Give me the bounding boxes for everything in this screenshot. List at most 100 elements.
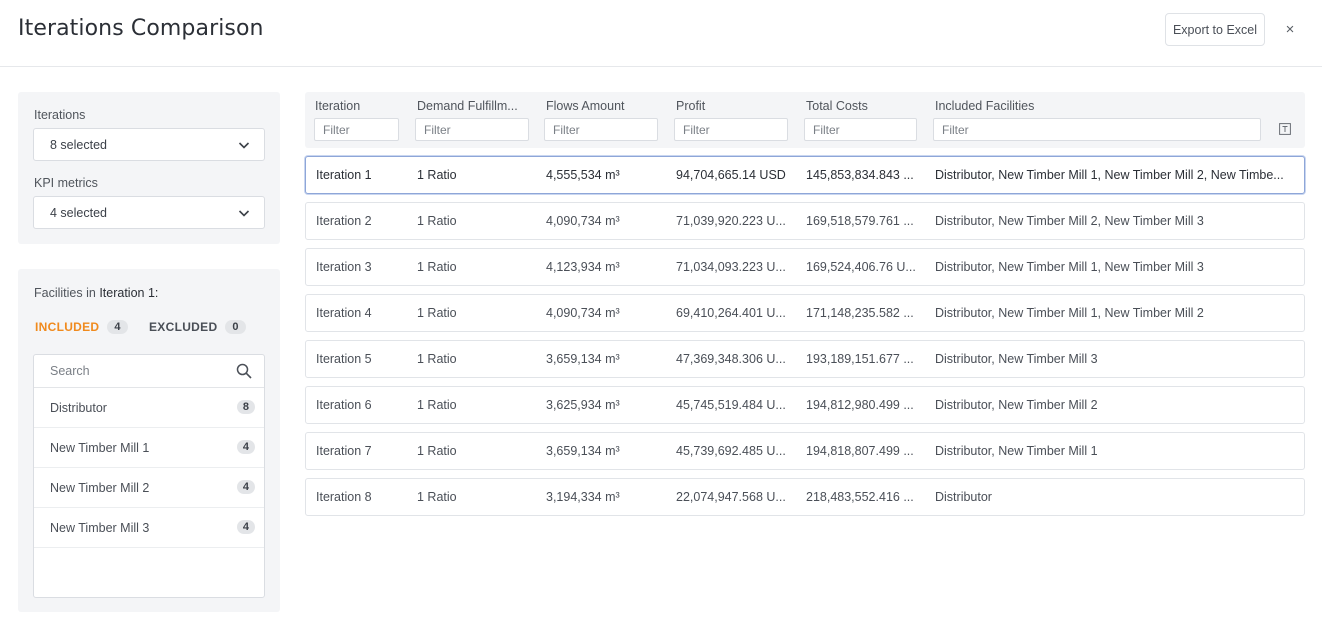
column-header-demand-fulfillment[interactable]: Demand Fulfillm... [417, 99, 518, 113]
page-title: Iterations Comparison [18, 16, 264, 41]
cell-profit: 22,074,947.568 U... [676, 490, 786, 504]
iterations-select[interactable]: 8 selected [33, 128, 265, 161]
filter-input-iteration[interactable]: Filter [314, 118, 399, 141]
cell-profit: 71,039,920.223 U... [676, 214, 786, 228]
column-header-included-facilities[interactable]: Included Facilities [935, 99, 1035, 113]
cell-iteration: Iteration 5 [316, 352, 372, 366]
cell-demand-fulfillment: 1 Ratio [417, 260, 457, 274]
list-item[interactable]: New Timber Mill 3 4 [34, 508, 264, 548]
cell-included-facilities: Distributor, New Timber Mill 2 [935, 398, 1098, 412]
cell-total-costs: 171,148,235.582 ... [806, 306, 914, 320]
cell-demand-fulfillment: 1 Ratio [417, 398, 457, 412]
facilities-title-iteration: Iteration 1: [99, 286, 159, 300]
cell-flows-amount: 3,625,934 m³ [546, 398, 620, 412]
list-item[interactable]: Distributor 8 [34, 388, 264, 428]
cell-included-facilities: Distributor, New Timber Mill 1, New Timb… [935, 260, 1204, 274]
column-toggle-icon[interactable] [1279, 123, 1291, 135]
cell-profit: 94,704,665.14 USD [676, 168, 786, 182]
cell-profit: 45,739,692.485 U... [676, 444, 786, 458]
kpi-metrics-select[interactable]: 4 selected [33, 196, 265, 229]
chevron-down-icon [238, 142, 250, 149]
cell-flows-amount: 4,123,934 m³ [546, 260, 620, 274]
search-icon[interactable] [236, 363, 252, 379]
facility-count-badge: 8 [236, 400, 255, 414]
facility-count-badge: 4 [236, 440, 255, 454]
cell-profit: 69,410,264.401 U... [676, 306, 786, 320]
cell-iteration: Iteration 3 [316, 260, 372, 274]
table-row[interactable]: Iteration 3 1 Ratio 4,123,934 m³ 71,034,… [305, 248, 1305, 286]
cell-iteration: Iteration 4 [316, 306, 372, 320]
facility-count-badge: 4 [236, 480, 255, 494]
tab-excluded-label: EXCLUDED [149, 320, 218, 334]
cell-flows-amount: 3,194,334 m³ [546, 490, 620, 504]
table-row[interactable]: Iteration 7 1 Ratio 3,659,134 m³ 45,739,… [305, 432, 1305, 470]
table-header: Iteration Filter Demand Fulfillm... Filt… [305, 92, 1305, 148]
cell-included-facilities: Distributor, New Timber Mill 1, New Timb… [935, 168, 1284, 182]
cell-demand-fulfillment: 1 Ratio [417, 444, 457, 458]
cell-demand-fulfillment: 1 Ratio [417, 352, 457, 366]
cell-included-facilities: Distributor, New Timber Mill 2, New Timb… [935, 214, 1204, 228]
tab-excluded-count: 0 [225, 320, 246, 334]
dialog-header: Iterations Comparison Export to Excel × [0, 0, 1322, 67]
facilities-list: Search Distributor 8 New Timber Mill 1 4… [33, 354, 265, 598]
selection-panel: Iterations 8 selected KPI metrics 4 sele… [18, 92, 280, 244]
facility-name: New Timber Mill 3 [50, 520, 150, 535]
table-row[interactable]: Iteration 6 1 Ratio 3,625,934 m³ 45,745,… [305, 386, 1305, 424]
facility-name: Distributor [50, 400, 107, 415]
cell-iteration: Iteration 8 [316, 490, 372, 504]
column-header-profit[interactable]: Profit [676, 99, 706, 113]
cell-iteration: Iteration 2 [316, 214, 372, 228]
table-row[interactable]: Iteration 4 1 Ratio 4,090,734 m³ 69,410,… [305, 294, 1305, 332]
table-row[interactable]: Iteration 8 1 Ratio 3,194,334 m³ 22,074,… [305, 478, 1305, 516]
cell-demand-fulfillment: 1 Ratio [417, 168, 457, 182]
cell-included-facilities: Distributor [935, 490, 992, 504]
column-header-total-costs[interactable]: Total Costs [806, 99, 868, 113]
column-header-iteration[interactable]: Iteration [315, 99, 361, 113]
iterations-label: Iterations [34, 108, 86, 122]
tab-included[interactable]: INCLUDED 4 [35, 320, 128, 334]
table-row[interactable]: Iteration 5 1 Ratio 3,659,134 m³ 47,369,… [305, 340, 1305, 378]
cell-included-facilities: Distributor, New Timber Mill 3 [935, 352, 1098, 366]
cell-total-costs: 218,483,552.416 ... [806, 490, 914, 504]
filter-input-included-facilities[interactable]: Filter [933, 118, 1261, 141]
cell-profit: 71,034,093.223 U... [676, 260, 786, 274]
cell-profit: 47,369,348.306 U... [676, 352, 786, 366]
filter-input-total-costs[interactable]: Filter [804, 118, 917, 141]
column-header-flows-amount[interactable]: Flows Amount [546, 99, 625, 113]
export-to-excel-button[interactable]: Export to Excel [1165, 13, 1265, 46]
cell-included-facilities: Distributor, New Timber Mill 1, New Timb… [935, 306, 1204, 320]
cell-total-costs: 194,812,980.499 ... [806, 398, 914, 412]
cell-total-costs: 194,818,807.499 ... [806, 444, 914, 458]
cell-flows-amount: 4,555,534 m³ [546, 168, 620, 182]
cell-flows-amount: 4,090,734 m³ [546, 214, 620, 228]
filter-input-profit[interactable]: Filter [674, 118, 788, 141]
facilities-search-input[interactable]: Search [34, 355, 264, 388]
cell-flows-amount: 4,090,734 m³ [546, 306, 620, 320]
cell-flows-amount: 3,659,134 m³ [546, 352, 620, 366]
filter-input-demand-fulfillment[interactable]: Filter [415, 118, 529, 141]
cell-iteration: Iteration 6 [316, 398, 372, 412]
cell-total-costs: 145,853,834.843 ... [806, 168, 914, 182]
cell-demand-fulfillment: 1 Ratio [417, 306, 457, 320]
search-placeholder: Search [50, 364, 90, 378]
cell-demand-fulfillment: 1 Ratio [417, 214, 457, 228]
list-item[interactable]: New Timber Mill 1 4 [34, 428, 264, 468]
iterations-select-value: 8 selected [50, 137, 107, 152]
cell-flows-amount: 3,659,134 m³ [546, 444, 620, 458]
cell-included-facilities: Distributor, New Timber Mill 1 [935, 444, 1098, 458]
kpi-metrics-select-value: 4 selected [50, 205, 107, 220]
cell-demand-fulfillment: 1 Ratio [417, 490, 457, 504]
table-row[interactable]: Iteration 2 1 Ratio 4,090,734 m³ 71,039,… [305, 202, 1305, 240]
tab-included-label: INCLUDED [35, 320, 100, 334]
tab-excluded[interactable]: EXCLUDED 0 [149, 320, 246, 334]
close-icon[interactable]: × [1285, 20, 1295, 38]
cell-total-costs: 169,518,579.761 ... [806, 214, 914, 228]
cell-total-costs: 193,189,151.677 ... [806, 352, 914, 366]
tab-included-count: 4 [107, 320, 128, 334]
list-item[interactable]: New Timber Mill 2 4 [34, 468, 264, 508]
facility-name: New Timber Mill 2 [50, 480, 150, 495]
facility-count-badge: 4 [236, 520, 255, 534]
filter-input-flows-amount[interactable]: Filter [544, 118, 658, 141]
kpi-metrics-label: KPI metrics [34, 176, 98, 190]
table-row[interactable]: Iteration 1 1 Ratio 4,555,534 m³ 94,704,… [305, 156, 1305, 194]
